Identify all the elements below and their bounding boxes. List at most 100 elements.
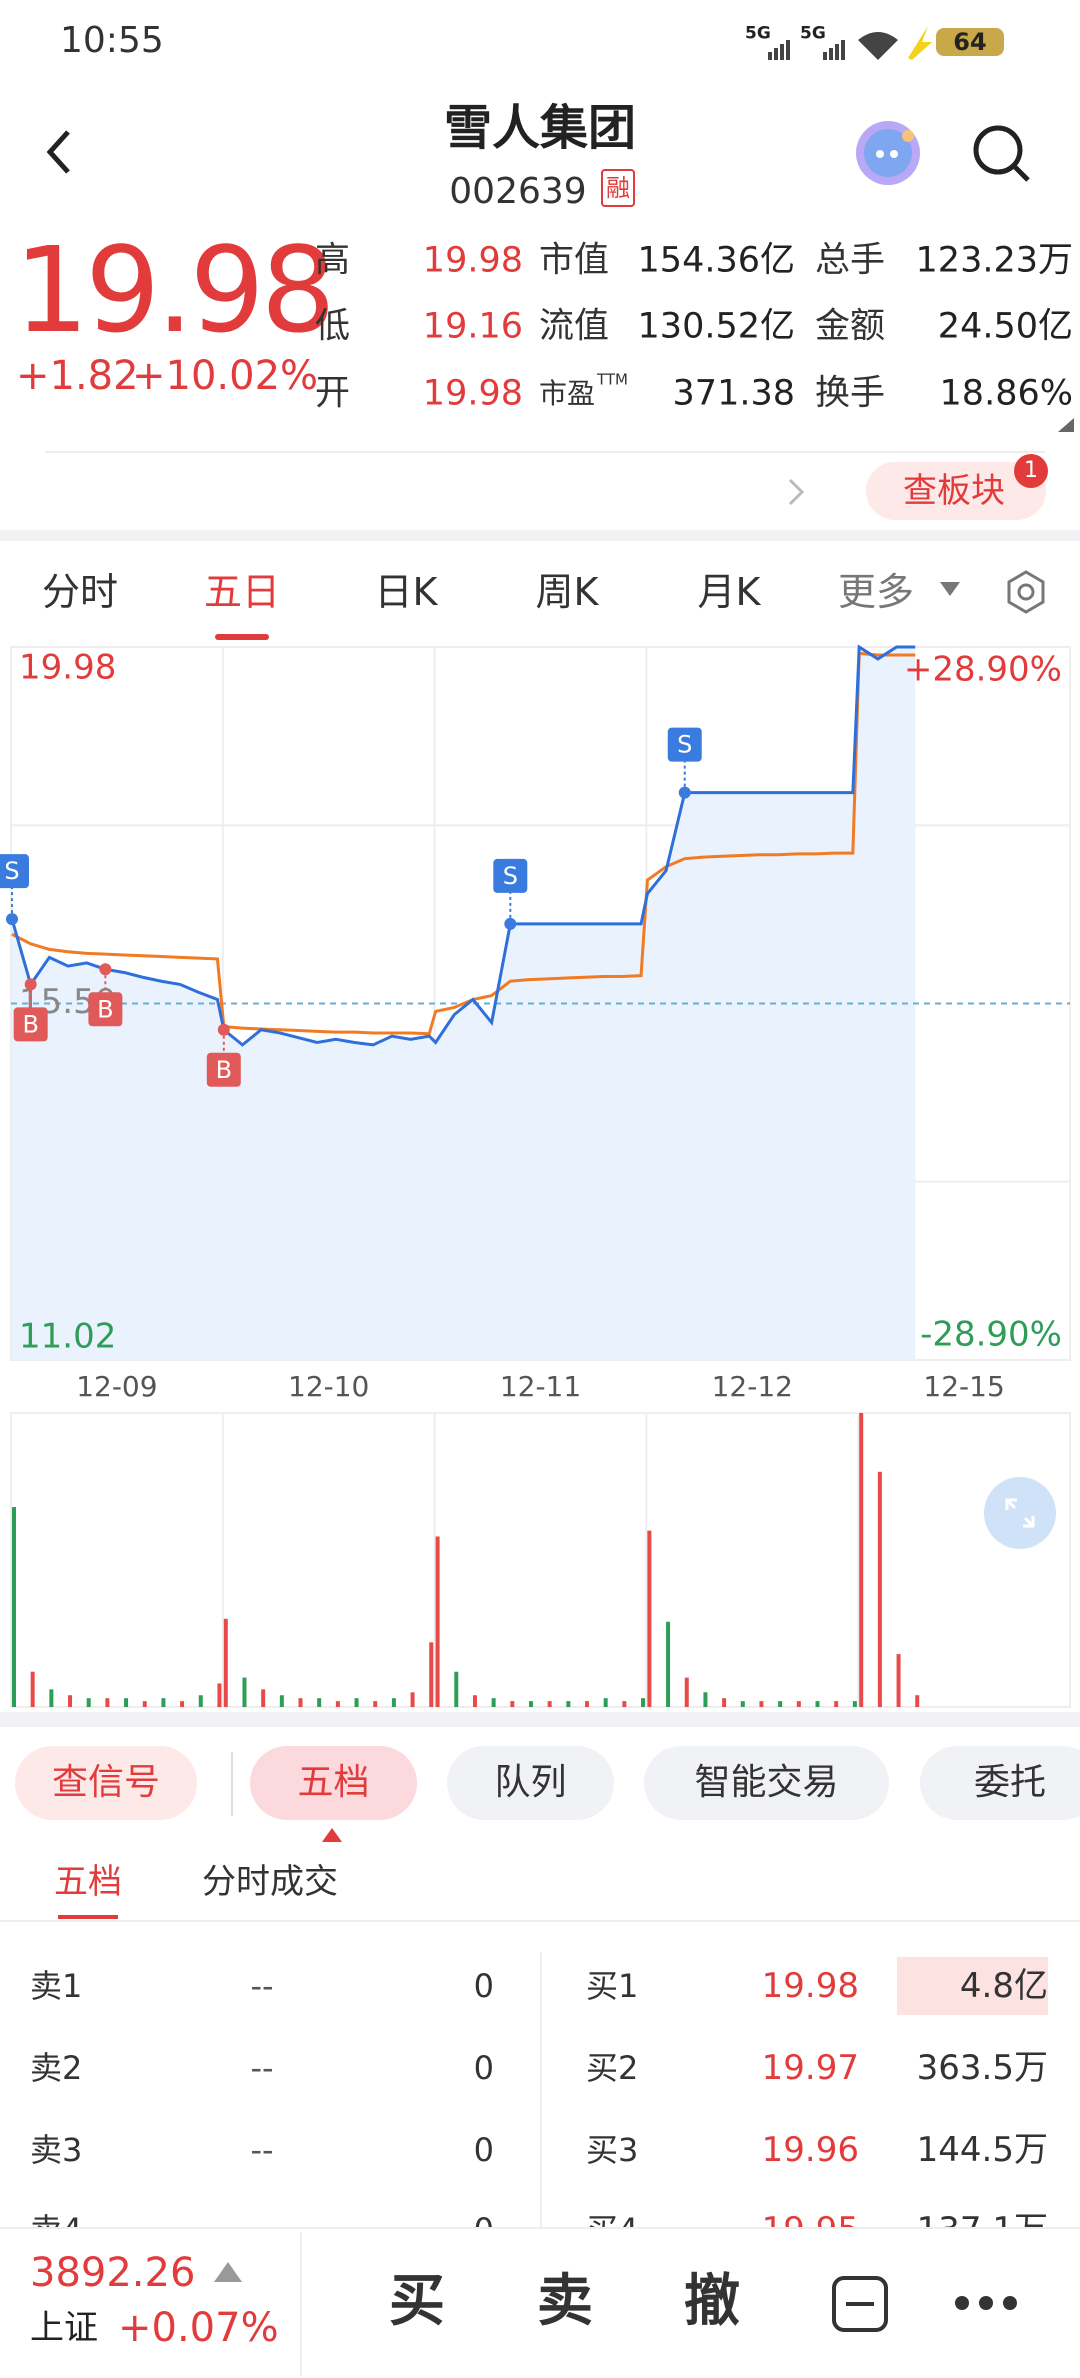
back-button[interactable] [40, 126, 80, 178]
last-price: 19.98 [14, 221, 336, 359]
bottom-bar [0, 2227, 1080, 2378]
ask-label: 卖1 [30, 1967, 83, 2005]
minus-button[interactable] [830, 2274, 890, 2334]
y2-tick-label: -28.90% [920, 1315, 1062, 1355]
settings-button[interactable] [1002, 568, 1050, 616]
stat-label: 流值 [539, 306, 610, 347]
volume-bar [647, 1530, 652, 1707]
period-tab[interactable]: 周K [535, 570, 599, 614]
signal-tab[interactable] [644, 1746, 889, 1820]
y-tick-label: 11.02 [19, 1317, 116, 1357]
volume-bar [703, 1692, 708, 1707]
volume-bar [834, 1701, 839, 1707]
volume-bar [603, 1698, 608, 1707]
margin-badge: 融 [601, 169, 635, 207]
volume-bar [566, 1701, 571, 1707]
expand-button[interactable] [983, 1476, 1057, 1550]
bid-price: 19.96 [761, 2130, 859, 2170]
signal-label: 5G [800, 23, 826, 44]
index-arrow [214, 2262, 242, 2282]
stat-value: 19.16 [422, 306, 523, 347]
marker-dot [99, 963, 112, 976]
volume-bar [454, 1671, 459, 1707]
volume-bar [528, 1701, 533, 1707]
volume-bar [684, 1677, 689, 1707]
marker-label: B [22, 1010, 38, 1038]
ttm-mark: TTM [597, 370, 629, 389]
stock-code: 002639 [449, 171, 587, 212]
volume-bar [410, 1692, 415, 1707]
trade-action[interactable]: 撤 [684, 2269, 740, 2334]
volume-bar [335, 1701, 340, 1707]
marker-label: S [4, 857, 19, 885]
ask-label: 卖3 [30, 2131, 83, 2169]
volume-bar [815, 1701, 820, 1707]
search-button[interactable] [972, 122, 1032, 186]
index-change: +0.07% [118, 2305, 279, 2351]
chart: 19.9815.5011.02+28.90%-28.90%SBBBSS12-09… [0, 644, 1071, 1708]
volume-bar [740, 1701, 745, 1707]
trade-action[interactable]: 买 [389, 2269, 445, 2334]
volume-bar [30, 1671, 35, 1707]
marker-label: S [677, 731, 692, 759]
tab-underline [58, 1915, 118, 1919]
ask-price: -- [250, 2049, 274, 2087]
signal-tab[interactable] [447, 1746, 614, 1820]
volume-bar [491, 1698, 496, 1707]
marker-dot [217, 1023, 230, 1036]
ask-label: 卖4 [30, 2214, 82, 2227]
volume-highlight [897, 1957, 1048, 2015]
status-icons [768, 26, 1004, 60]
volume-bar [585, 1701, 590, 1707]
ask-volume: 0 [474, 2214, 494, 2227]
volume-bar [105, 1698, 110, 1707]
assistant-button[interactable] [850, 118, 930, 188]
sub-tab[interactable]: 五档 [54, 1862, 122, 1902]
volume-bar [622, 1701, 627, 1707]
x-tick-label: 12-09 [76, 1370, 157, 1403]
stat-label: 低 [315, 306, 351, 347]
ask-volume: 0 [473, 1967, 494, 2005]
stat-label: 开 [315, 373, 351, 414]
series-line [10, 644, 916, 1047]
marker-dot [6, 913, 18, 926]
index-name: 上证 [30, 2308, 98, 2348]
marker-box [667, 727, 702, 762]
period-tab[interactable]: 五日 [203, 570, 281, 614]
marker-dot [504, 917, 517, 930]
index-value[interactable]: 3892.26 [30, 2250, 196, 2296]
separator [0, 1712, 1080, 1727]
sub-tab[interactable]: 分时成交 [202, 1862, 338, 1902]
signal-label: 5G [745, 23, 771, 44]
period-tab[interactable]: 月K [697, 570, 761, 614]
marker-dot [24, 978, 37, 991]
signal-tab[interactable] [15, 1746, 197, 1820]
ask-label: 卖2 [30, 2049, 83, 2087]
bid-price: 19.95 [762, 2213, 859, 2227]
period-tab[interactable]: 更多 [837, 570, 915, 614]
bid-label: 买1 [586, 1967, 639, 2005]
period-tab[interactable]: 分时 [41, 570, 119, 614]
more-button[interactable] [950, 2288, 1022, 2318]
trade-action[interactable]: 卖 [537, 2269, 593, 2334]
bid-label: 买3 [586, 2131, 639, 2169]
signal-tab[interactable] [920, 1746, 1080, 1820]
volume-bar [161, 1698, 166, 1707]
stat-value: 19.98 [422, 240, 523, 281]
ask-price: -- [250, 1967, 274, 2005]
volume-bar [435, 1536, 440, 1707]
volume-bar [198, 1695, 203, 1707]
volume-bar [49, 1689, 54, 1707]
volume-bar [217, 1683, 222, 1707]
volume-bar [778, 1701, 783, 1707]
volume-bar [261, 1689, 266, 1707]
stat-label: 高 [315, 240, 351, 281]
x-tick-label: 12-12 [712, 1370, 793, 1403]
signal-tab[interactable] [250, 1746, 417, 1820]
separator [0, 530, 1080, 541]
period-tab[interactable]: 日K [374, 570, 438, 614]
price-change: +1.82 [16, 353, 139, 399]
stat-value: 154.36亿 [637, 240, 795, 281]
volume-bar [354, 1698, 359, 1707]
